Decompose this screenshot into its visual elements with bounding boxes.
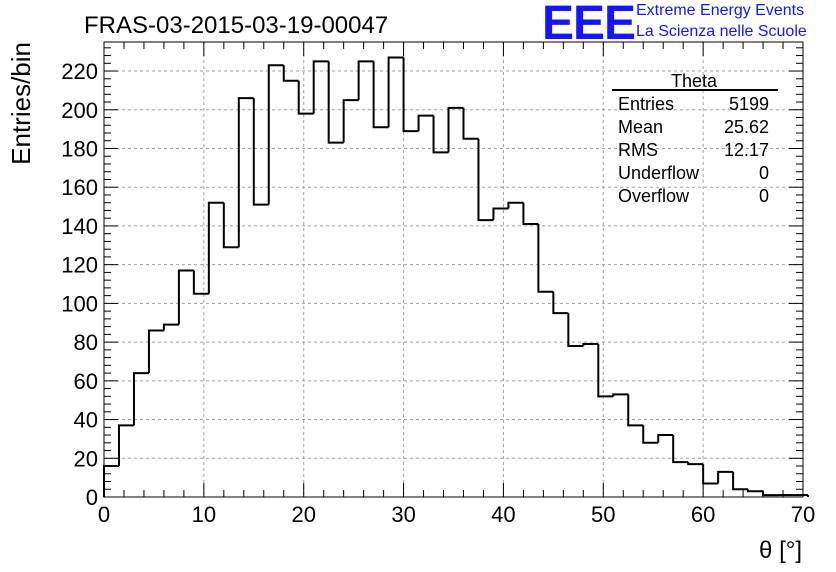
- x-tick-label: 70: [791, 502, 815, 527]
- histogram-bin: [267, 64, 284, 205]
- x-tick-label: 0: [98, 502, 110, 527]
- histogram-bin: [342, 99, 359, 143]
- histogram-bin: [627, 394, 644, 427]
- logo-line-1: Extreme Energy Events: [636, 2, 805, 19]
- y-tick-label: 80: [74, 330, 98, 355]
- stats-label: Overflow: [618, 186, 690, 206]
- histogram-bin: [387, 56, 404, 128]
- x-tick-label: 40: [491, 502, 515, 527]
- stats-label: Mean: [618, 117, 663, 137]
- histogram-bin: [132, 372, 149, 426]
- y-tick-label: 140: [61, 214, 98, 239]
- stats-value: 0: [759, 163, 769, 183]
- histogram-bin: [117, 424, 134, 467]
- histogram-bin: [432, 115, 449, 154]
- histogram-bin: [567, 313, 584, 347]
- stats-value: 12.17: [724, 140, 769, 160]
- histogram-bin: [657, 434, 674, 443]
- y-axis-label: Entries/bin: [6, 42, 36, 165]
- x-tick-label: 20: [291, 502, 315, 527]
- histogram-bin: [642, 425, 659, 444]
- x-tick-label: 50: [591, 502, 615, 527]
- histogram-bin: [222, 202, 239, 249]
- histogram-bin: [417, 114, 434, 132]
- histogram-bin: [207, 201, 224, 294]
- histogram-bin: [477, 138, 494, 222]
- histogram-bin: [177, 269, 194, 325]
- histogram-bin: [462, 107, 479, 140]
- histogram-bin: [612, 393, 629, 397]
- histogram-bin: [582, 343, 599, 346]
- stats-label: RMS: [618, 140, 658, 160]
- histogram-bin: [327, 61, 344, 144]
- histogram-bin: [732, 471, 749, 491]
- y-tick-label: 220: [61, 59, 98, 84]
- stats-value: 5199: [729, 94, 769, 114]
- histogram-bin: [672, 435, 689, 464]
- y-tick-label: 0: [86, 485, 98, 510]
- histogram-bin: [522, 202, 539, 225]
- x-tick-label: 10: [192, 502, 216, 527]
- y-tick-label: 60: [74, 369, 98, 394]
- x-tick-label: 60: [691, 502, 715, 527]
- stats-title: Theta: [671, 71, 718, 91]
- histogram-bin: [312, 60, 329, 114]
- histogram-bin: [252, 98, 269, 206]
- histogram-bin: [402, 57, 419, 133]
- y-tick-label: 160: [61, 175, 98, 200]
- histogram-bin: [282, 65, 299, 82]
- y-tick-label: 120: [61, 253, 98, 278]
- logo-line-2: La Scienza nelle Scuole: [636, 23, 807, 40]
- stats-label: Underflow: [618, 163, 700, 183]
- stats-value: 25.62: [724, 117, 769, 137]
- stats-value: 0: [759, 186, 769, 206]
- plot-frame: [103, 41, 804, 498]
- histogram-bin: [552, 291, 569, 315]
- histogram-bin: [747, 489, 764, 493]
- stats-label: Entries: [618, 94, 674, 114]
- histogram-bin: [192, 270, 209, 295]
- histogram-bin: [297, 80, 314, 115]
- x-axis-label: θ [°]: [759, 537, 802, 564]
- histogram-bin: [687, 462, 704, 466]
- histogram-bin: [717, 470, 734, 484]
- histogram-bin: [762, 491, 779, 497]
- eee-logo-mark: EEE: [542, 0, 636, 50]
- histogram-bin: [372, 61, 389, 129]
- histogram-bin: [237, 97, 254, 248]
- histogram-bin: [597, 344, 614, 398]
- chart-title: FRAS-03-2015-03-19-00047: [84, 12, 388, 39]
- histogram-bin: [147, 329, 164, 374]
- y-tick-label: 20: [74, 446, 98, 471]
- y-tick-label: 180: [61, 136, 98, 161]
- histogram-bin: [162, 323, 179, 331]
- histogram-bin: [702, 464, 719, 485]
- x-tick-label: 30: [391, 502, 415, 527]
- histogram-bin: [447, 106, 464, 153]
- histogram-bin: [492, 207, 509, 221]
- y-tick-label: 200: [61, 98, 98, 123]
- y-tick-label: 100: [61, 291, 98, 316]
- histogram-bin: [507, 201, 524, 209]
- histogram-bin: [537, 224, 554, 293]
- histogram-bin: [357, 60, 374, 101]
- y-tick-label: 40: [74, 408, 98, 433]
